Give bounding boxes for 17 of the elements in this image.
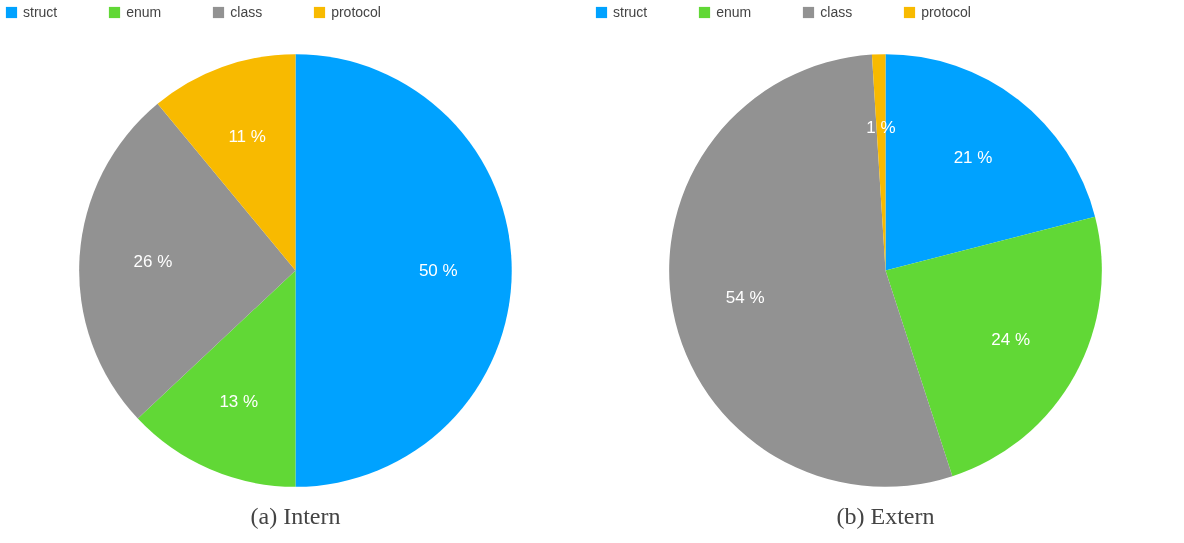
data-label: 26 % bbox=[133, 252, 173, 272]
data-label: 13 % bbox=[219, 392, 259, 412]
legend-label: enum bbox=[126, 4, 162, 20]
text: (a) Intern bbox=[250, 502, 341, 529]
legend-label: struct bbox=[613, 4, 648, 20]
legend-label: protocol bbox=[921, 4, 971, 20]
legend-label: class bbox=[820, 4, 853, 20]
data-label: 50 % bbox=[418, 261, 458, 280]
legend-label: enum bbox=[716, 4, 752, 20]
legend-label: struct bbox=[23, 4, 58, 20]
data-label: 54 % bbox=[725, 287, 765, 307]
legend-label: protocol bbox=[331, 4, 381, 20]
data-label: 24 % bbox=[991, 329, 1030, 349]
data-label: 11 % bbox=[228, 126, 266, 146]
data-label: 21 % bbox=[953, 148, 993, 168]
text: (b) Extern bbox=[836, 502, 935, 529]
legend-label: class bbox=[230, 4, 263, 20]
